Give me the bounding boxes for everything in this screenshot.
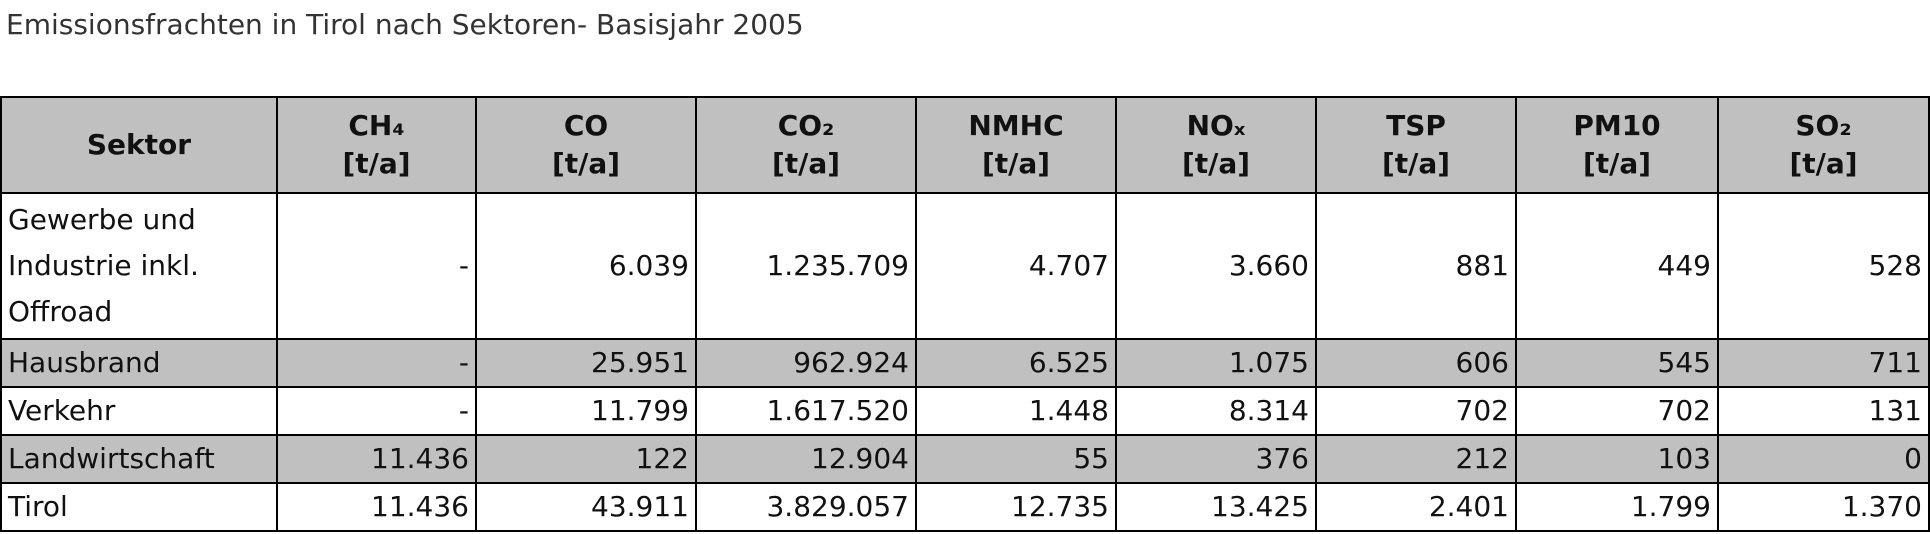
table-row: Tirol 11.436 43.911 3.829.057 12.735 13.425 2.… — [0, 482, 1930, 532]
value-cell: 11.799 — [475, 386, 697, 436]
value-cell: 55 — [915, 434, 1117, 484]
header-cell: CH₄ [t/a] — [276, 96, 477, 194]
value-cell: 8.314 — [1115, 386, 1317, 436]
value-cell: 3.829.057 — [695, 482, 917, 532]
header-unit: [t/a] — [981, 147, 1051, 180]
table-row: Gewerbe und Industrie inkl. Offroad -6.03… — [0, 192, 1930, 340]
sector-cell: Tirol — [0, 482, 278, 532]
header-unit: [t/a] — [1582, 147, 1652, 180]
table-row: Hausbrand -25.951 962.924 6.525 1.075 606 545 7… — [0, 338, 1930, 388]
value-cell: 25.951 — [475, 338, 697, 388]
value-cell: 545 — [1515, 338, 1719, 388]
header-name: PM10 — [1573, 109, 1661, 142]
value-cell: 1.075 — [1115, 338, 1317, 388]
value-cell: 43.911 — [475, 482, 697, 532]
value-cell: 1.617.520 — [695, 386, 917, 436]
header-cell: NMHC [t/a] — [915, 96, 1117, 194]
value-cell: 702 — [1515, 386, 1719, 436]
value-cell: 122 — [475, 434, 697, 484]
header-cell: NOₓ [t/a] — [1115, 96, 1317, 194]
header-unit: [t/a] — [342, 147, 411, 180]
sector-cell: Hausbrand — [0, 338, 278, 388]
header-name: SO₂ — [1795, 109, 1852, 142]
header-unit: [t/a] — [1181, 147, 1251, 180]
value-cell: 962.924 — [695, 338, 917, 388]
value-cell: - — [276, 192, 477, 340]
value-cell: 606 — [1315, 338, 1517, 388]
value-cell: 1.448 — [915, 386, 1117, 436]
header-cell: Sektor — [0, 96, 278, 194]
header-cell: CO [t/a] — [475, 96, 697, 194]
header-cell: PM10 [t/a] — [1515, 96, 1719, 194]
value-cell: 13.425 — [1115, 482, 1317, 532]
header-cell: CO₂ [t/a] — [695, 96, 917, 194]
table-row: Verkehr -11.799 1.617.520 1.448 8.314 702 702 1… — [0, 386, 1930, 436]
value-cell: 881 — [1315, 192, 1517, 340]
value-cell: 711 — [1717, 338, 1930, 388]
header-name: NOₓ — [1186, 109, 1246, 142]
value-cell: 103 — [1515, 434, 1719, 484]
sector-cell: Verkehr — [0, 386, 278, 436]
value-cell: 2.401 — [1315, 482, 1517, 532]
header-name: CH₄ — [348, 109, 405, 142]
header-name: NMHC — [968, 109, 1064, 142]
header-name: TSP — [1386, 109, 1446, 142]
value-cell: - — [276, 338, 477, 388]
value-cell: 6.039 — [475, 192, 697, 340]
header-name: CO₂ — [777, 109, 835, 142]
value-cell: 212 — [1315, 434, 1517, 484]
header-unit: [t/a] — [1381, 147, 1451, 180]
value-cell: 1.799 — [1515, 482, 1719, 532]
value-cell: 12.735 — [915, 482, 1117, 532]
value-cell: 4.707 — [915, 192, 1117, 340]
value-cell: 1.235.709 — [695, 192, 917, 340]
value-cell: 11.436 — [276, 482, 477, 532]
value-cell: 1.370 — [1717, 482, 1930, 532]
value-cell: 449 — [1515, 192, 1719, 340]
sector-cell: Gewerbe und Industrie inkl. Offroad — [0, 192, 278, 340]
header-cell: SO₂ [t/a] — [1717, 96, 1930, 194]
value-cell: 528 — [1717, 192, 1930, 340]
header-unit: [t/a] — [771, 147, 841, 180]
value-cell: 0 — [1717, 434, 1930, 484]
header-cell: TSP [t/a] — [1315, 96, 1517, 194]
value-cell: 376 — [1115, 434, 1317, 484]
header-unit: [t/a] — [551, 147, 621, 180]
value-cell: 3.660 — [1115, 192, 1317, 340]
emissions-table: Sektor CH₄ [t/a] CO [t/a] CO₂ [t/a] NMHC [t/a] NO… — [0, 96, 1930, 532]
table-title: Emissionsfrachten in Tirol nach Sektoren… — [6, 8, 804, 41]
sector-cell: Landwirtschaft — [0, 434, 278, 484]
value-cell: 6.525 — [915, 338, 1117, 388]
table-row: Landwirtschaft 11.436 122 12.904 55 376 212 103… — [0, 434, 1930, 484]
value-cell: - — [276, 386, 477, 436]
value-cell: 702 — [1315, 386, 1517, 436]
value-cell: 11.436 — [276, 434, 477, 484]
value-cell: 12.904 — [695, 434, 917, 484]
header-name: CO — [563, 109, 609, 142]
header-row: Sektor CH₄ [t/a] CO [t/a] CO₂ [t/a] NMHC [t/a] NO… — [0, 96, 1930, 194]
header-unit: [t/a] — [1789, 147, 1858, 180]
header-name: Sektor — [86, 128, 192, 161]
value-cell: 131 — [1717, 386, 1930, 436]
